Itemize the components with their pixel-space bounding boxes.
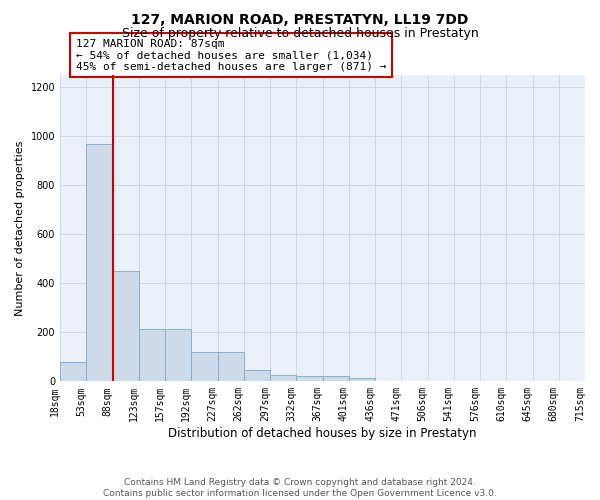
Bar (139, 328, 165, 382)
Bar (323, 376, 349, 382)
Y-axis label: Number of detached properties: Number of detached properties (15, 140, 25, 316)
Bar (86, 144, 113, 382)
Bar (191, 352, 218, 382)
Bar (349, 378, 375, 382)
Bar (60, 362, 86, 382)
Text: Contains HM Land Registry data © Crown copyright and database right 2024.
Contai: Contains HM Land Registry data © Crown c… (103, 478, 497, 498)
Bar (113, 271, 139, 382)
Bar (270, 375, 296, 382)
Text: 127, MARION ROAD, PRESTATYN, LL19 7DD: 127, MARION ROAD, PRESTATYN, LL19 7DD (131, 12, 469, 26)
Text: 127 MARION ROAD: 87sqm
← 54% of detached houses are smaller (1,034)
45% of semi-: 127 MARION ROAD: 87sqm ← 54% of detached… (76, 38, 386, 72)
Bar (218, 352, 244, 382)
Bar (244, 370, 270, 382)
Text: Size of property relative to detached houses in Prestatyn: Size of property relative to detached ho… (122, 28, 478, 40)
Bar (165, 328, 191, 382)
X-axis label: Distribution of detached houses by size in Prestatyn: Distribution of detached houses by size … (168, 427, 477, 440)
Bar (296, 376, 323, 382)
